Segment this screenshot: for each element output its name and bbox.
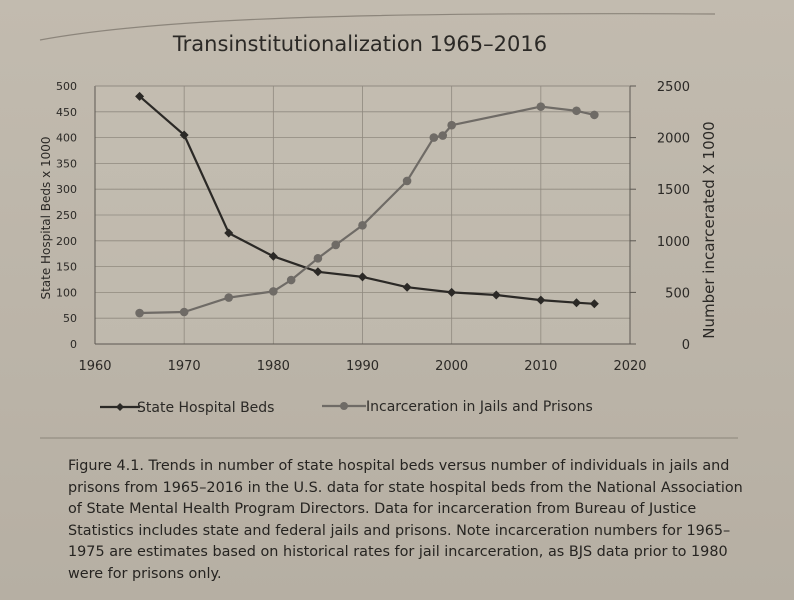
legend-marker-circle-icon [340,402,348,410]
legend-item-incarceration: Incarceration in Jails and Prisons [322,399,593,415]
left-y-tick-label: 100 [56,286,77,299]
data-point-state-hospital-beds [313,267,323,277]
data-point-incarceration [224,293,234,302]
figure-caption-text: Trends in number of state hospital beds … [68,458,743,582]
left-y-tick-label: 50 [63,312,77,325]
data-point-state-hospital-beds [491,290,501,300]
left-y-tick-label: 450 [56,106,77,119]
x-tick-labels: 1960 1970 1980 1990 2000 2010 2020 [78,359,646,374]
data-point-incarceration [447,120,456,130]
data-point-state-hospital-beds [358,272,367,282]
series-layer [135,91,599,318]
x-tick-label: 1990 [346,359,379,374]
data-point-state-hospital-beds [402,282,412,292]
data-point-state-hospital-beds [268,251,278,261]
data-point-incarceration [590,110,599,120]
data-point-incarceration [429,133,439,142]
left-y-tick-label: 300 [56,183,77,196]
series-line-state-hospital-beds [138,95,595,305]
x-tick-label: 2020 [613,359,646,374]
x-tick-label: 1970 [168,359,201,374]
data-point-incarceration [572,106,581,116]
data-point-incarceration [402,176,412,186]
data-point-state-hospital-beds [179,130,189,140]
left-y-tick-label: 150 [56,261,77,274]
x-tick-label: 2010 [524,359,557,374]
data-point-incarceration [536,102,546,111]
data-point-state-hospital-beds [135,91,145,101]
left-y-axis-label: State Hospital Beds x 1000 [39,136,53,299]
figure-caption: Figure 4.1. Trends in number of state ho… [68,456,748,585]
left-y-tick-label: 200 [56,235,77,248]
left-y-tick-label: 350 [56,157,77,170]
left-y-tick-label: 500 [56,80,77,93]
legend-item-state-hospital-beds: State Hospital Beds [100,400,274,416]
right-y-tick-label: 2500 [657,80,690,95]
x-tick-label: 2000 [435,359,468,374]
plot-area: 1960 1970 1980 1990 2000 2010 2020 05010015020… [56,80,690,374]
data-point-state-hospital-beds [572,298,581,308]
top-decorative-line [39,13,716,41]
data-point-incarceration [438,131,448,140]
legend-marker-diamond-icon [116,403,124,411]
data-point-incarceration [331,240,341,250]
data-point-incarceration [179,307,189,317]
left-y-tick-label: 0 [70,338,77,351]
data-point-incarceration [269,287,278,296]
left-y-tick-labels: 0 50 100 150 200 250 300 350 400 450 500 [56,80,77,351]
data-point-incarceration [313,254,323,263]
left-y-tick-label: 250 [56,209,77,222]
axes [94,85,631,345]
right-y-tick-labels: 0 500 1000 1500 2000 2500 [630,80,690,353]
x-tick-label: 1960 [78,359,111,374]
legend: State Hospital Beds Incarceration in Jai… [100,399,593,416]
chart-title: Transinstitutionalization 1965–2016 [172,32,547,56]
right-y-tick-label: 1500 [657,183,690,198]
right-y-axis-label: Number incarcerated X 1000 [700,121,718,338]
data-point-incarceration [358,221,367,230]
data-point-state-hospital-beds [447,287,457,297]
right-y-tick-label: 500 [665,286,690,301]
figure-caption-label: Figure 4.1. [68,458,144,474]
data-point-state-hospital-beds [536,295,546,305]
data-point-incarceration [135,308,144,318]
data-point-state-hospital-beds [224,228,234,238]
right-y-tick-label: 0 [682,338,690,353]
left-y-tick-label: 400 [56,132,77,145]
grid [94,85,631,345]
legend-label-incarceration: Incarceration in Jails and Prisons [366,399,593,415]
data-point-state-hospital-beds [589,299,599,309]
legend-label-state-hospital-beds: State Hospital Beds [137,400,274,416]
data-point-incarceration [286,275,296,285]
right-y-tick-label: 2000 [657,132,690,147]
right-y-tick-label: 1000 [657,235,690,250]
x-tick-label: 1980 [257,359,290,374]
